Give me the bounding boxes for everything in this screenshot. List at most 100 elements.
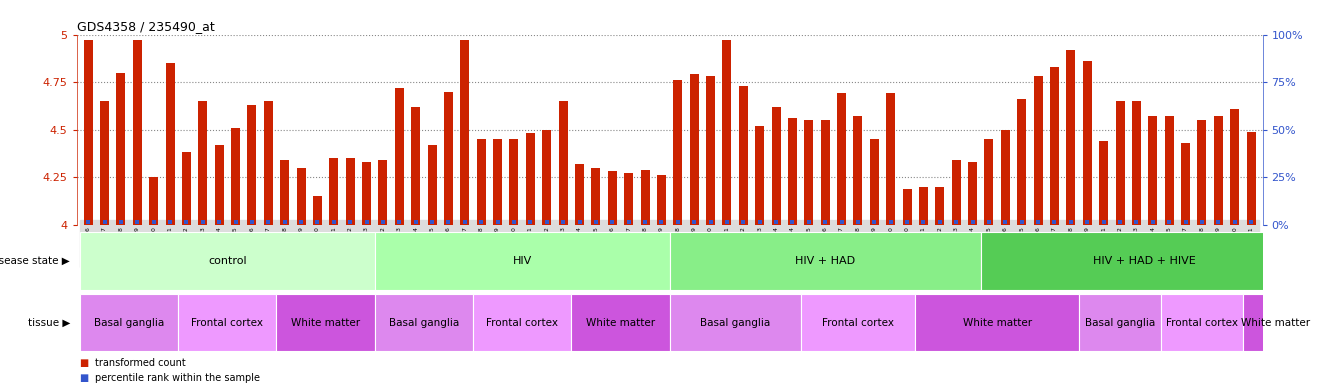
Bar — [395, 88, 403, 225]
Bar — [821, 120, 830, 225]
Bar — [1149, 116, 1157, 225]
Bar — [903, 189, 912, 225]
Bar — [165, 63, 175, 225]
Bar — [231, 128, 241, 225]
Bar — [1165, 116, 1174, 225]
Bar — [444, 92, 453, 225]
Bar — [755, 126, 764, 225]
Bar — [149, 177, 159, 225]
Bar — [690, 74, 698, 225]
Bar — [670, 294, 801, 351]
Text: White matter: White matter — [586, 318, 654, 328]
Bar — [915, 294, 1079, 351]
Bar — [801, 294, 915, 351]
Bar — [1050, 67, 1059, 225]
Bar — [870, 139, 879, 225]
Bar — [788, 118, 797, 225]
Bar — [329, 158, 338, 225]
Bar — [706, 76, 715, 225]
Bar — [739, 86, 748, 225]
Bar — [1161, 294, 1243, 351]
Bar — [1116, 101, 1125, 225]
Bar — [313, 196, 323, 225]
Bar — [985, 139, 994, 225]
Bar — [493, 139, 502, 225]
Bar — [919, 187, 928, 225]
Text: transformed count: transformed count — [95, 358, 186, 368]
Text: White matter: White matter — [962, 318, 1031, 328]
Bar — [1132, 101, 1141, 225]
Bar — [608, 171, 617, 225]
Bar — [1034, 76, 1043, 225]
Bar — [1231, 109, 1239, 225]
Bar — [1243, 294, 1309, 351]
Bar — [981, 232, 1309, 290]
Text: White matter: White matter — [1241, 318, 1310, 328]
Bar — [264, 101, 272, 225]
Bar — [1001, 130, 1010, 225]
Bar — [378, 160, 387, 225]
Bar — [854, 116, 862, 225]
Bar — [374, 294, 473, 351]
Bar — [968, 162, 977, 225]
Bar — [276, 294, 374, 351]
Bar — [362, 162, 371, 225]
Bar — [936, 187, 944, 225]
Text: Frontal cortex: Frontal cortex — [1166, 318, 1237, 328]
Bar — [178, 294, 276, 351]
Bar — [1247, 131, 1256, 225]
Bar — [473, 294, 571, 351]
Bar — [345, 158, 354, 225]
Bar — [296, 168, 305, 225]
Bar — [100, 101, 108, 225]
Text: ■: ■ — [79, 358, 89, 368]
Bar — [526, 133, 535, 225]
Bar — [641, 169, 649, 225]
Bar — [79, 232, 374, 290]
Text: ■: ■ — [79, 373, 89, 383]
Bar — [427, 145, 436, 225]
Text: percentile rank within the sample: percentile rank within the sample — [95, 373, 260, 383]
Text: disease state ▶: disease state ▶ — [0, 256, 70, 266]
Text: Basal ganglia: Basal ganglia — [94, 318, 164, 328]
Bar — [1083, 61, 1092, 225]
Text: HIV + HAD: HIV + HAD — [795, 256, 855, 266]
Text: Frontal cortex: Frontal cortex — [822, 318, 894, 328]
Bar — [1067, 50, 1075, 225]
Bar — [772, 107, 780, 225]
Bar — [952, 160, 961, 225]
Bar — [571, 294, 670, 351]
Bar — [624, 173, 633, 225]
Text: Basal ganglia: Basal ganglia — [1085, 318, 1155, 328]
Bar — [670, 232, 981, 290]
Bar — [460, 40, 469, 225]
Text: HIV + HAD + HIVE: HIV + HAD + HIVE — [1093, 256, 1196, 266]
Bar — [374, 232, 670, 290]
Bar — [1079, 294, 1161, 351]
Bar — [116, 73, 126, 225]
Bar — [1214, 116, 1223, 225]
Bar — [280, 160, 290, 225]
Bar — [79, 294, 178, 351]
Text: tissue ▶: tissue ▶ — [28, 318, 70, 328]
Bar — [1198, 120, 1207, 225]
Bar — [722, 40, 731, 225]
Bar — [837, 93, 846, 225]
Bar — [247, 105, 256, 225]
Bar — [591, 168, 600, 225]
Bar — [1017, 99, 1026, 225]
Bar — [559, 101, 567, 225]
Bar — [198, 101, 208, 225]
Bar — [575, 164, 584, 225]
Text: White matter: White matter — [291, 318, 360, 328]
Bar — [411, 107, 420, 225]
Bar — [1181, 143, 1190, 225]
Text: Frontal cortex: Frontal cortex — [486, 318, 558, 328]
Bar — [214, 145, 223, 225]
Bar — [182, 152, 190, 225]
Bar — [657, 175, 666, 225]
Text: Basal ganglia: Basal ganglia — [389, 318, 459, 328]
Bar — [83, 40, 93, 225]
Bar — [804, 120, 813, 225]
Text: Frontal cortex: Frontal cortex — [192, 318, 263, 328]
